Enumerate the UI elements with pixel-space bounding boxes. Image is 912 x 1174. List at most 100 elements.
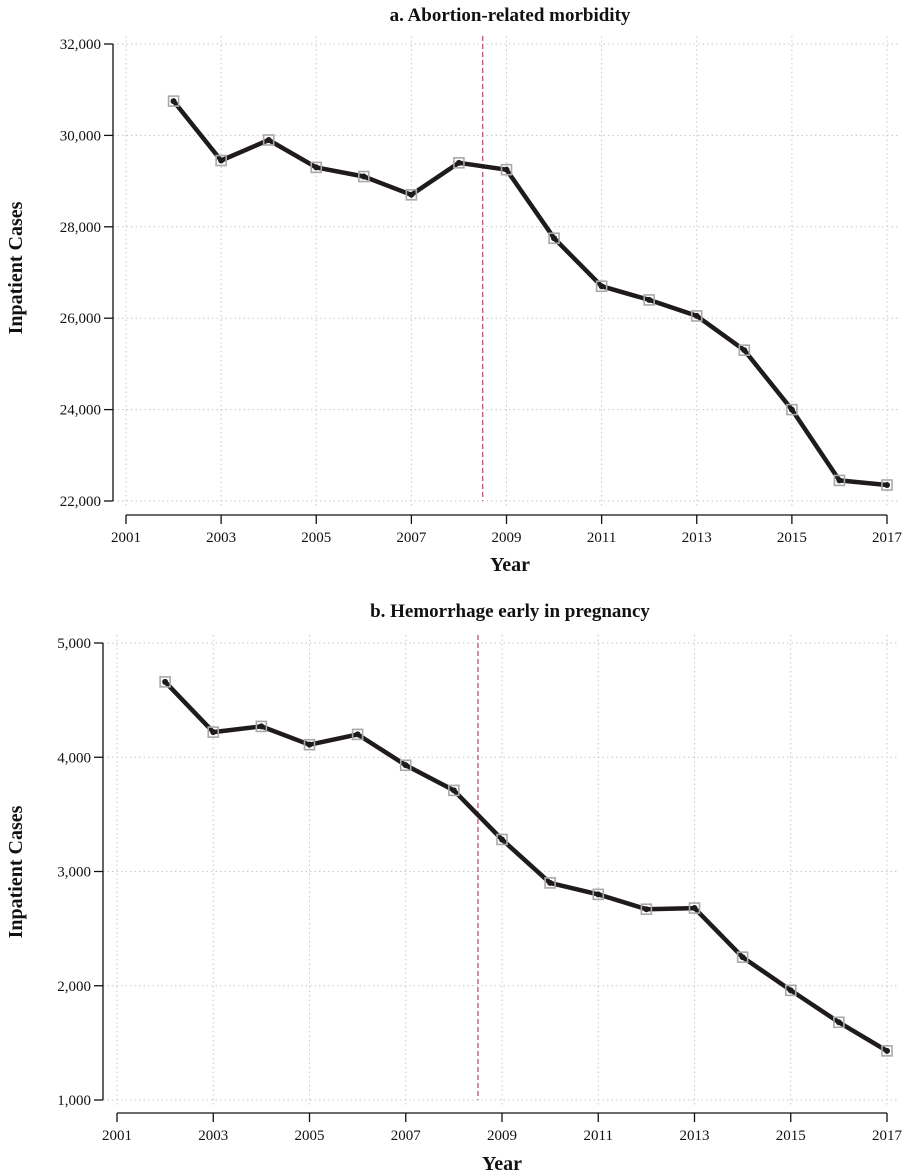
panel-a-data-point xyxy=(595,280,608,293)
panel-b-x-tick-label: 2011 xyxy=(584,1128,613,1144)
panel-b-data-point-square xyxy=(881,1045,893,1057)
panel-a-data-point-dot xyxy=(788,406,795,413)
panel-a-data-point xyxy=(453,157,465,169)
panel-b-y-tick-label: 1,000 xyxy=(57,1093,91,1109)
panel-a-grid xyxy=(113,36,899,507)
panel-b-data-point-square xyxy=(544,877,556,889)
panel-b-data-point-dot xyxy=(884,1047,890,1054)
panel-a-data-point-dot xyxy=(503,166,510,173)
panel-a-data-point-square xyxy=(690,310,703,322)
panel-a-data-point-dot xyxy=(360,173,367,180)
panel-b-y-tick-label: 2,000 xyxy=(57,979,91,995)
panel-a-data-point-square xyxy=(738,344,751,356)
panel-b-data-point-dot xyxy=(354,731,361,738)
panel-a-y-tick-label: 26,000 xyxy=(60,311,101,327)
panel-a-data-point-square xyxy=(643,294,655,306)
panel-a-series-line xyxy=(171,98,890,488)
panel-b-data-point xyxy=(399,759,412,772)
panel-b-data-point xyxy=(736,951,749,963)
panel-b-series-line xyxy=(162,679,890,1054)
panel-a-data-point xyxy=(643,294,655,306)
panel-a-data-point-square xyxy=(215,154,227,167)
panel-b-data-point xyxy=(303,738,316,751)
panel-a-data-point xyxy=(358,170,370,183)
panel-a-data-point-square xyxy=(500,163,513,176)
panel-b-x-tick-label: 2015 xyxy=(776,1128,806,1144)
panel-a-data-point-square xyxy=(595,280,608,293)
panel-a-x-tick-label: 2005 xyxy=(301,530,331,546)
panel-a-data-point xyxy=(690,310,703,322)
panel-b-data-point xyxy=(544,877,556,889)
panel-b-data-point-dot xyxy=(450,787,457,794)
panel-a-title: a. Abortion-related morbidity xyxy=(390,5,631,26)
panel-a-data-point-dot xyxy=(693,312,700,319)
panel-a-y-tick-label: 24,000 xyxy=(60,403,101,419)
panel-a-y-tick-label: 28,000 xyxy=(60,220,101,236)
panel-a-data-point-dot xyxy=(265,136,272,143)
panel-b-data-point-square xyxy=(736,951,749,963)
panel-b-data-point-dot xyxy=(835,1019,842,1026)
panel-b-data-point-dot xyxy=(643,906,650,913)
panel-a-x-tick-label: 2015 xyxy=(777,530,807,546)
panel-a-x-tick-label: 2003 xyxy=(206,530,236,546)
panel-a-data-point-square xyxy=(453,157,465,169)
panel-a-y-tick-label: 32,000 xyxy=(60,37,101,53)
panel-b-data-point-square xyxy=(303,738,316,751)
panel-a-data-point-dot xyxy=(836,477,843,484)
panel-b-markers xyxy=(159,676,893,1057)
panel-b-data-point-square xyxy=(688,902,701,914)
panel-b-x-tick-label: 2001 xyxy=(102,1128,132,1144)
panel-b-data-point xyxy=(592,888,605,901)
panel-b-data-point-square xyxy=(592,888,605,901)
panel-a-data-point-dot xyxy=(646,296,653,303)
panel-a-x-tick-label: 2009 xyxy=(492,530,522,546)
panel-a-data-point-square xyxy=(167,95,180,107)
panel-a-data-point-square xyxy=(548,232,560,245)
panel-b-data-point xyxy=(833,1016,845,1029)
panel-b-data-point-dot xyxy=(402,762,409,769)
panel-b-data-point xyxy=(448,784,460,797)
panel-b-data-point-square xyxy=(255,720,268,733)
panel-b-x-tick-label: 2003 xyxy=(198,1128,228,1144)
panel-a-data-point xyxy=(833,474,846,487)
panel-a-data-point xyxy=(738,344,751,356)
panel-a-x-tick-label: 2011 xyxy=(587,530,616,546)
panel-b-data-point-square xyxy=(159,676,171,688)
panel-a-x-axis-label: Year xyxy=(490,554,530,576)
panel-a-data-point xyxy=(500,163,513,176)
panel-a-x-tick-label: 2001 xyxy=(111,530,141,546)
panel-a-x-tick-label: 2007 xyxy=(396,530,427,546)
panel-a-markers xyxy=(167,95,893,491)
panel-a-data-point-square xyxy=(405,189,418,201)
panel-b-x-tick-label: 2009 xyxy=(487,1128,517,1144)
panel-b-data-point-square xyxy=(496,833,508,846)
panel-b-data-point xyxy=(881,1045,893,1057)
panel-a-data-point-square xyxy=(358,170,370,183)
panel-a-x-ticks: 2001 2003 2005 2007 2009 2011 2013 2015 2017 xyxy=(111,515,903,546)
panel-b-data-point-dot xyxy=(787,987,794,994)
panel-b: b. Hemorrhage early in pregnancy 1,000 2,… xyxy=(5,601,903,1174)
panel-b-data-point-dot xyxy=(739,954,746,961)
panel-b-data-point-square xyxy=(640,903,653,916)
panel-a-data-point-dot xyxy=(455,159,462,166)
panel-a-data-point xyxy=(786,403,798,416)
panel-b-data-point xyxy=(496,833,508,846)
panel-a-data-point xyxy=(167,95,180,107)
panel-b-data-point-dot xyxy=(162,678,169,685)
panel-b-data-point-dot xyxy=(499,836,505,843)
panel-b-y-tick-label: 5,000 xyxy=(57,636,91,652)
panel-a-data-point-square xyxy=(310,161,323,174)
panel-b-data-point xyxy=(784,984,797,997)
panel-a-data-point xyxy=(405,189,418,201)
panel-b-data-point-square xyxy=(784,984,797,997)
panel-a: a. Abortion-related morbidity 22,000 24,0… xyxy=(5,5,903,576)
panel-a-data-point-square xyxy=(786,403,798,416)
panel-b-data-point xyxy=(351,728,364,741)
panel-a-data-point xyxy=(262,134,275,146)
panel-b-data-point-square xyxy=(351,728,364,741)
panel-a-data-point-dot xyxy=(170,98,177,105)
panel-a-y-tick-label: 22,000 xyxy=(60,494,101,510)
panel-b-data-point-square xyxy=(399,759,412,772)
panel-a-data-point-dot xyxy=(313,164,320,171)
